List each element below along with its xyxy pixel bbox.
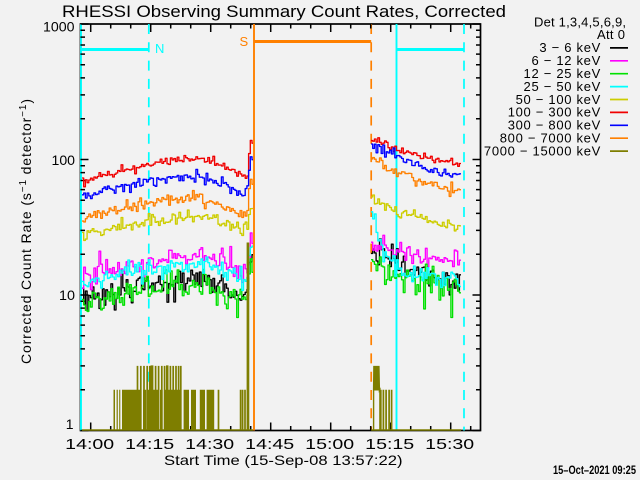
svg-text:100: 100 [52,152,76,168]
svg-text:6 − 12 keV: 6 − 12 keV [531,53,601,68]
svg-text:Start Time (15-Sep-08 13:57:22: Start Time (15-Sep-08 13:57:22) [164,452,403,468]
svg-text:RHESSI Observing Summary Count: RHESSI Observing Summary Count Rates, Co… [62,3,506,21]
svg-text:S: S [240,34,249,49]
svg-text:12 − 25 keV: 12 − 25 keV [524,66,601,81]
svg-text:15:30: 15:30 [425,436,474,453]
svg-text:15–Oct–2021 09:25: 15–Oct–2021 09:25 [553,465,636,477]
svg-text:Att 0: Att 0 [597,27,625,42]
svg-text:14:45: 14:45 [245,436,294,453]
svg-text:3 − 6 keV: 3 − 6 keV [539,40,601,55]
svg-text:14:15: 14:15 [125,436,174,453]
svg-text:14:30: 14:30 [185,436,234,453]
svg-text:15:00: 15:00 [305,436,354,453]
svg-text:Det 1,3,4,5,6,9,: Det 1,3,4,5,6,9, [534,15,626,30]
svg-text:7000 − 15000 keV: 7000 − 15000 keV [484,143,601,158]
svg-text:50 − 100 keV: 50 − 100 keV [516,92,601,107]
svg-text:14:00: 14:00 [65,436,114,453]
svg-text:100 − 300 keV: 100 − 300 keV [508,105,601,120]
svg-text:1: 1 [66,416,74,432]
svg-text:1000: 1000 [43,19,75,35]
svg-text:N: N [155,41,164,56]
svg-text:Corrected Count Rate (s−1 dete: Corrected Count Rate (s−1 detector−1) [18,99,34,364]
svg-text:300 − 800 keV: 300 − 800 keV [508,118,601,133]
svg-text:25 − 50 keV: 25 − 50 keV [524,79,601,94]
svg-text:10: 10 [59,287,75,303]
svg-text:15:15: 15:15 [365,436,414,453]
svg-text:800 − 7000 keV: 800 − 7000 keV [500,131,601,146]
